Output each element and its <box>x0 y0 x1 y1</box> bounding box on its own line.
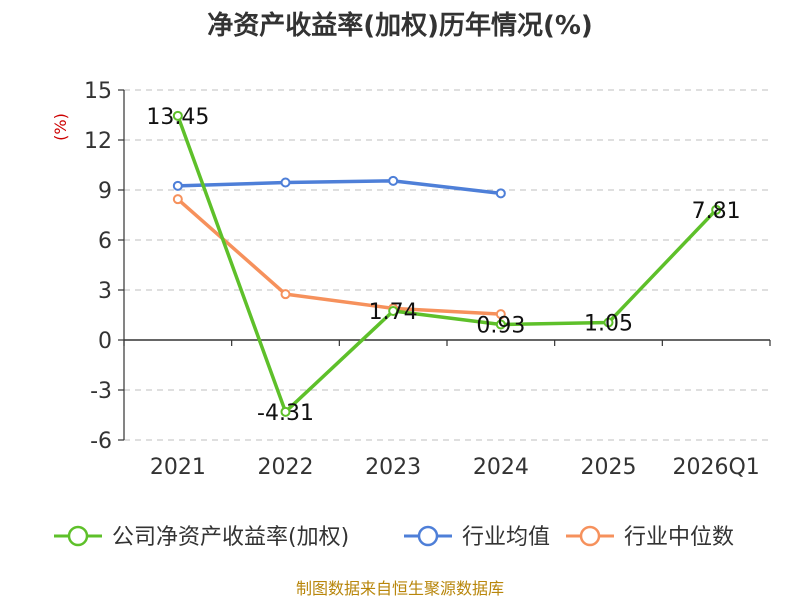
legend-label: 公司净资产收益率(加权) <box>112 525 349 550</box>
legend-marker <box>579 525 601 547</box>
data-point <box>495 309 506 320</box>
series-line <box>176 115 718 414</box>
legend[interactable]: 公司净资产收益率(加权) 行业均值 行业中位数 <box>54 525 734 550</box>
x-tick-label: 2023 <box>365 455 421 480</box>
data-point <box>388 306 399 316</box>
y-tick-label: 9 <box>98 179 112 204</box>
y-tick-label: 0 <box>98 329 112 354</box>
axes: 15 12 9 6 3 0 -3 -6 2021 2022 2023 2024 2025 2026Q1 <box>84 79 771 480</box>
series-line <box>177 179 502 196</box>
x-tick-label: 2024 <box>473 455 529 480</box>
data-point <box>172 194 183 205</box>
data-label: 1.05 <box>584 312 633 337</box>
source-note: 制图数据来自恒生聚源数据库 <box>296 579 504 598</box>
data-point <box>388 175 399 186</box>
data-label: -4.31 <box>257 401 314 426</box>
data-label: 13.45 <box>146 105 209 130</box>
y-tick-label: -3 <box>90 379 112 404</box>
y-axis-label: (%) <box>51 113 70 141</box>
data-point <box>495 319 506 330</box>
y-tick-label: 6 <box>98 229 112 254</box>
data-point <box>280 406 291 417</box>
series-line <box>176 197 501 316</box>
y-tick-label: 12 <box>84 129 112 154</box>
grid <box>124 89 770 441</box>
data-label: 1.74 <box>369 300 418 325</box>
data-label: 0.93 <box>476 314 525 339</box>
data-point <box>711 204 722 215</box>
legend-label: 行业均值 <box>462 525 550 550</box>
series-group <box>172 110 722 417</box>
y-tick-label: -6 <box>90 429 112 454</box>
data-point <box>603 317 614 328</box>
y-tick-label: 15 <box>84 79 112 104</box>
data-label: 7.81 <box>692 199 741 224</box>
legend-marker <box>67 525 89 547</box>
x-tick-label: 2025 <box>581 455 637 480</box>
data-point <box>172 180 183 191</box>
data-point <box>172 110 183 121</box>
x-tick-label: 2021 <box>150 455 206 480</box>
data-point <box>495 188 506 199</box>
y-tick-label: 3 <box>98 279 112 304</box>
data-point <box>280 177 291 188</box>
data-labels: 13.45 -4.31 1.74 0.93 1.05 7.81 <box>146 105 740 426</box>
legend-marker <box>417 525 439 547</box>
chart-title: 净资产收益率(加权)历年情况(%) <box>207 10 593 41</box>
data-point <box>280 289 291 300</box>
x-tick-label: 2022 <box>258 455 314 480</box>
legend-label: 行业中位数 <box>624 525 734 550</box>
x-tick-label: 2026Q1 <box>673 455 760 480</box>
